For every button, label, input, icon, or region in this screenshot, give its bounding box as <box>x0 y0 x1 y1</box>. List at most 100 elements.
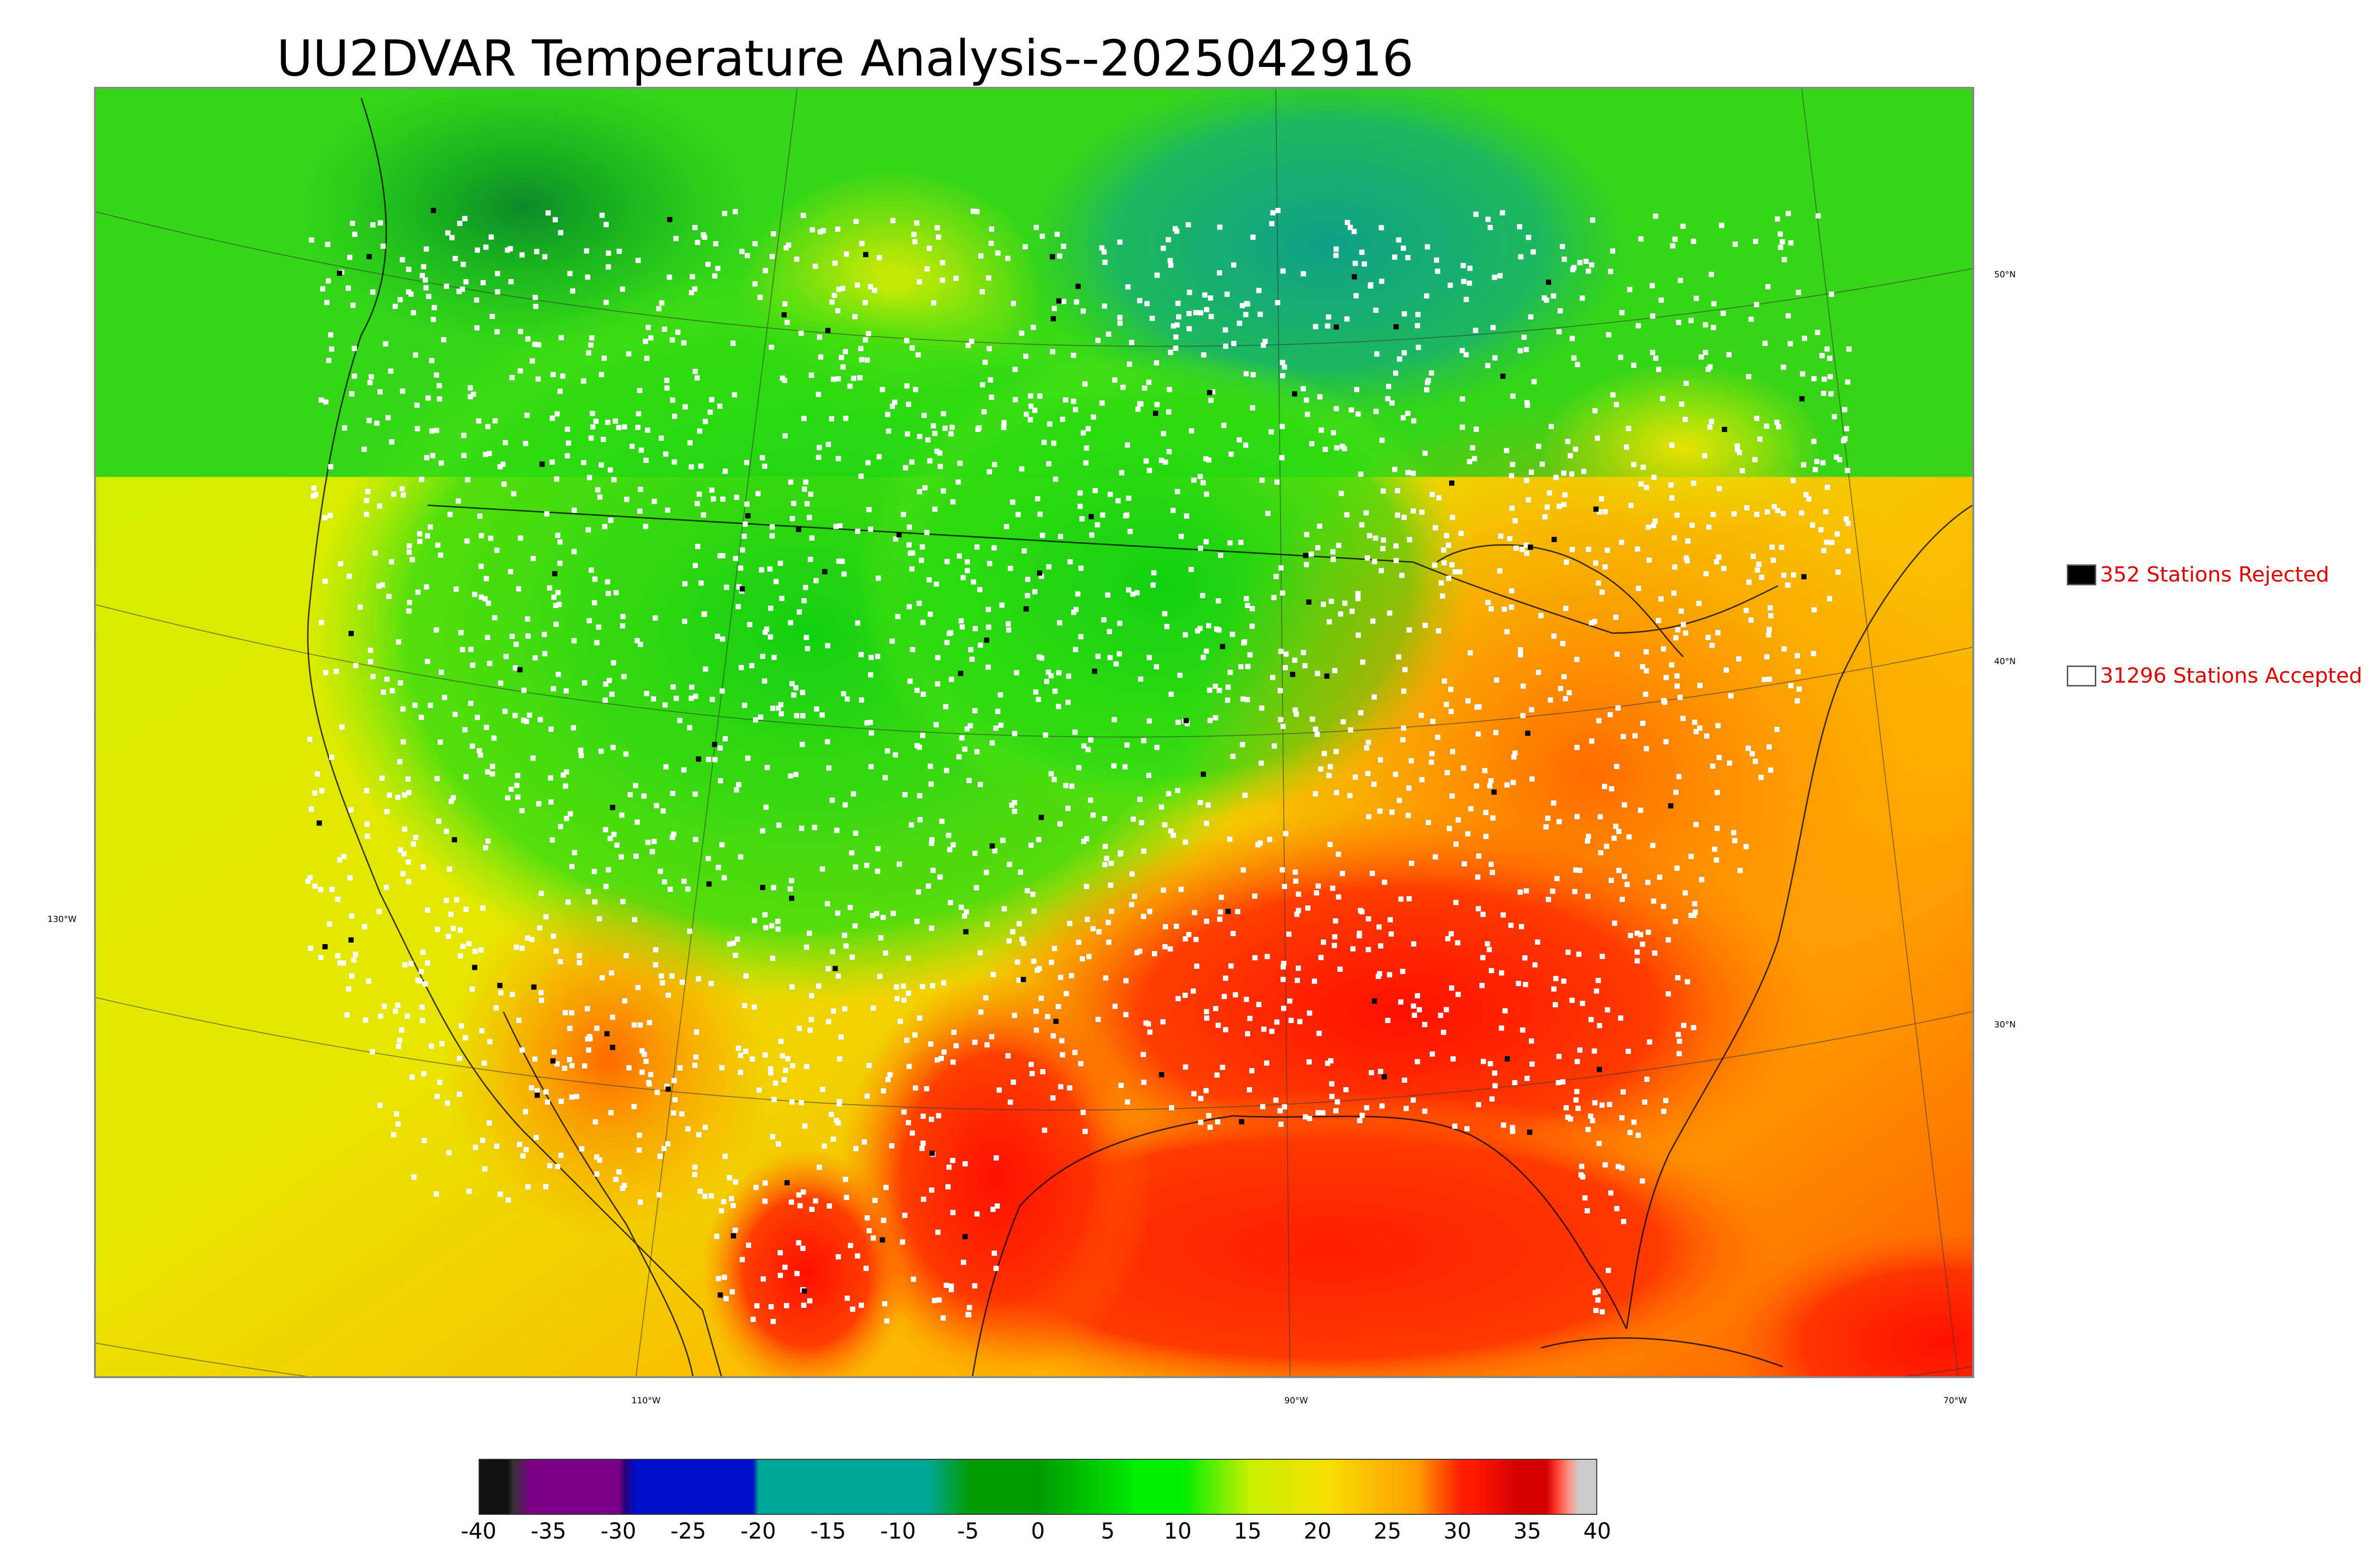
station-accepted <box>928 1041 933 1047</box>
station-accepted <box>1435 734 1441 740</box>
station-accepted <box>777 1250 783 1256</box>
station-accepted <box>1644 746 1649 751</box>
station-accepted <box>1176 314 1181 319</box>
station-accepted <box>682 619 688 624</box>
station-accepted <box>478 563 484 569</box>
station-accepted <box>1510 1128 1516 1134</box>
station-accepted <box>516 1017 522 1023</box>
station-accepted <box>480 905 486 911</box>
station-accepted <box>662 879 668 885</box>
station-accepted <box>1292 869 1298 875</box>
station-accepted <box>1244 371 1249 376</box>
station-accepted <box>736 584 742 590</box>
station-accepted <box>533 304 538 309</box>
station-accepted <box>413 835 419 840</box>
station-accepted <box>1548 423 1554 429</box>
station-accepted <box>1340 719 1346 725</box>
station-accepted <box>999 602 1005 608</box>
station-accepted <box>868 764 874 770</box>
station-accepted <box>809 535 815 541</box>
station-accepted <box>509 375 515 380</box>
station-accepted <box>1086 954 1092 959</box>
station-accepted <box>962 746 968 752</box>
station-accepted <box>1794 653 1800 658</box>
station-accepted <box>1613 614 1619 620</box>
station-accepted <box>1351 229 1357 235</box>
station-accepted <box>990 972 996 977</box>
station-accepted <box>571 549 577 554</box>
station-accepted <box>912 239 918 244</box>
station-accepted <box>549 459 555 465</box>
station-accepted <box>1089 532 1094 538</box>
station-accepted <box>519 1047 525 1053</box>
station-accepted <box>1217 270 1223 276</box>
station-accepted <box>803 635 809 640</box>
colorbar-tick-label: 20 <box>1303 1518 1332 1544</box>
station-accepted <box>553 621 559 627</box>
station-accepted <box>1765 284 1771 290</box>
station-accepted <box>1488 862 1494 867</box>
station-accepted <box>706 757 711 762</box>
station-accepted <box>1064 991 1069 996</box>
station-accepted <box>1182 993 1188 998</box>
station-accepted <box>1811 607 1817 613</box>
station-accepted <box>917 433 923 439</box>
station-accepted <box>1007 862 1012 867</box>
station-rejected <box>316 820 322 826</box>
station-accepted <box>949 1287 954 1293</box>
station-accepted <box>1240 742 1245 748</box>
station-accepted <box>1778 244 1783 250</box>
station-accepted <box>1605 1007 1611 1013</box>
station-accepted <box>1135 406 1141 412</box>
station-accepted <box>1509 588 1515 594</box>
station-accepted <box>1634 958 1640 964</box>
station-accepted <box>376 583 382 589</box>
station-accepted <box>1557 308 1563 314</box>
station-accepted <box>460 647 465 653</box>
station-accepted <box>835 226 840 232</box>
temperature-map[interactable] <box>94 87 1974 1378</box>
station-accepted <box>935 1230 941 1235</box>
station-accepted <box>1240 696 1246 702</box>
station-accepted <box>1021 548 1027 554</box>
station-accepted <box>1169 1105 1175 1110</box>
station-accepted <box>1206 623 1212 629</box>
station-rejected <box>337 271 342 276</box>
station-accepted <box>515 794 521 800</box>
station-accepted <box>560 373 565 379</box>
station-accepted <box>722 736 728 742</box>
station-accepted <box>1521 335 1527 340</box>
station-rejected <box>665 1086 671 1092</box>
station-accepted <box>525 935 530 941</box>
station-accepted <box>1168 263 1174 268</box>
station-accepted <box>645 427 650 433</box>
station-rejected <box>1306 599 1312 605</box>
station-accepted <box>460 943 466 949</box>
station-accepted <box>782 433 788 439</box>
station-accepted <box>656 306 662 311</box>
station-accepted <box>836 973 841 979</box>
station-accepted <box>1574 1089 1580 1094</box>
station-accepted <box>1330 549 1336 554</box>
station-accepted <box>458 630 464 636</box>
station-accepted <box>1666 991 1671 997</box>
station-accepted <box>760 828 765 834</box>
station-accepted <box>803 479 809 485</box>
station-accepted <box>548 775 554 781</box>
station-accepted <box>889 404 895 409</box>
station-accepted <box>972 626 978 631</box>
station-accepted <box>1785 582 1790 588</box>
station-accepted <box>503 654 509 659</box>
station-accepted <box>741 534 747 539</box>
station-accepted <box>1719 223 1724 228</box>
station-accepted <box>318 955 324 960</box>
station-accepted <box>1221 994 1227 999</box>
station-accepted <box>1743 844 1749 849</box>
station-accepted <box>1774 420 1780 425</box>
station-accepted <box>1525 403 1530 408</box>
station-accepted <box>1638 932 1643 938</box>
station-accepted <box>470 662 476 668</box>
station-accepted <box>746 1242 752 1248</box>
station-accepted <box>1551 800 1556 806</box>
station-accepted <box>448 911 454 917</box>
